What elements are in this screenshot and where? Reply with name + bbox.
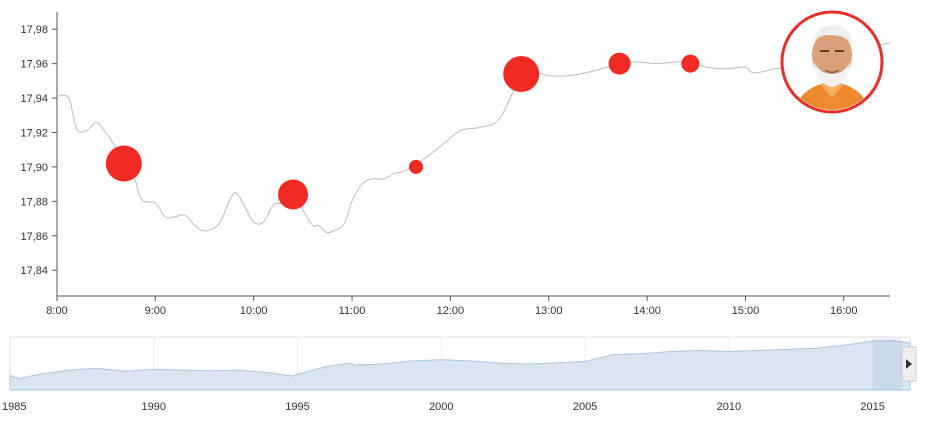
navigator-tick-label: 1995 [285,401,309,413]
y-axis: 17,84 17,86 17,88 17,90 17,92 17,94 17,96 17,98 [20,12,58,296]
x-axis: 8:00 9:00 10:00 11:00 12:00 13:00 14:00 15:00 16… [46,295,890,317]
navigator[interactable]: 1985 1990 1995 2000 2005 2010 2015 [0,330,936,425]
navigator-x-axis: 1985 1990 1995 2000 2005 2010 2015 [2,401,885,413]
bubble-point[interactable] [503,55,540,92]
x-tick-label: 9:00 [145,305,166,317]
y-tick-label: 17,94 [20,93,48,105]
y-tick-label: 17,88 [20,196,48,208]
triangle-right-icon [906,359,912,369]
x-tick-label: 10:00 [240,305,268,317]
navigator-tick-label: 2010 [717,401,741,413]
navigator-scroll-right-button[interactable] [901,346,917,382]
y-tick-label: 17,96 [20,59,48,71]
navigator-selection[interactable] [872,338,902,390]
bubble-point[interactable] [278,179,309,210]
bubble-point[interactable] [105,145,142,182]
navigator-tick-label: 2015 [860,401,884,413]
series-line [56,42,891,234]
x-tick-label: 14:00 [633,305,661,317]
x-tick-label: 12:00 [437,305,465,317]
y-tick-label: 17,92 [20,127,48,139]
navigator-tick-label: 2000 [429,401,453,413]
navigator-tick-label: 2005 [573,401,597,413]
x-tick-label: 13:00 [535,305,563,317]
bubble-layer [105,52,700,210]
bubble-point[interactable] [408,159,423,174]
x-tick-label: 8:00 [46,305,67,317]
navigator-area [9,340,911,391]
x-tick-label: 16:00 [830,305,858,317]
avatar [780,10,884,114]
x-tick-label: 11:00 [339,305,366,317]
navigator-tick-label: 1985 [2,401,26,413]
bubble-point[interactable] [681,54,700,73]
bubble-point[interactable] [608,52,631,75]
x-tick-label: 15:00 [732,305,760,317]
navigator-tick-label: 1990 [142,401,166,413]
y-tick-label: 17,98 [20,24,48,36]
y-tick-label: 17,90 [20,162,48,174]
y-tick-label: 17,86 [20,231,48,243]
line-chart: 17,84 17,86 17,88 17,90 17,92 17,94 17,96 17,98… [20,12,891,317]
portrait-icon [784,14,880,110]
y-tick-label: 17,84 [20,265,48,277]
